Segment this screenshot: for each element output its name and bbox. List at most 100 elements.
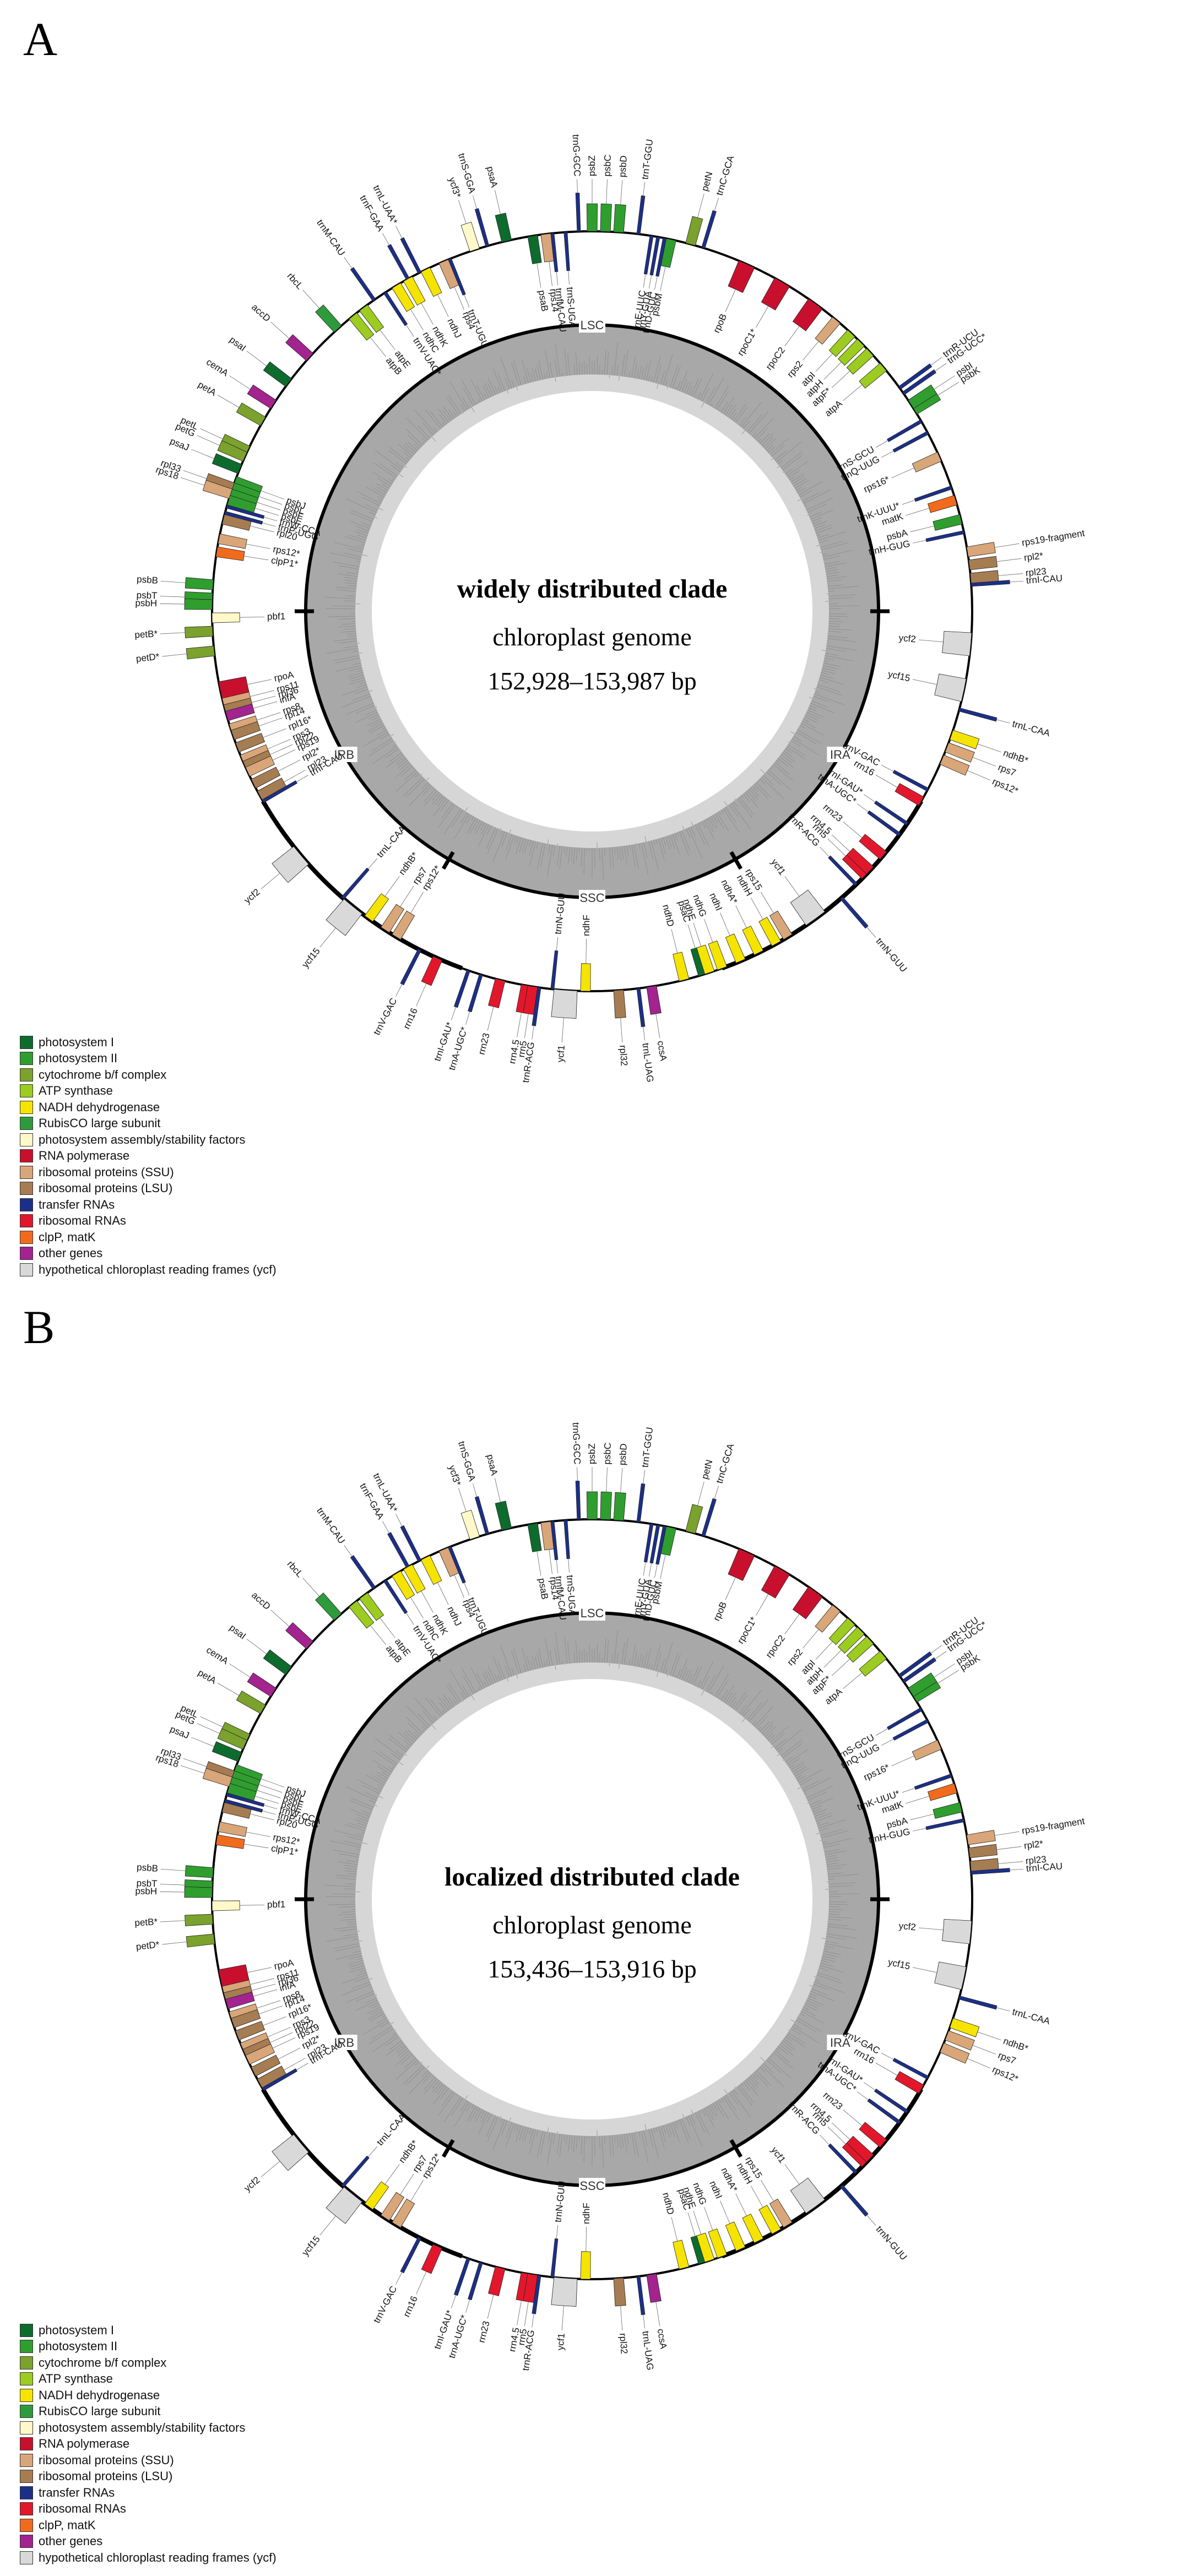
gene-block — [649, 1524, 660, 1564]
gene-block — [898, 363, 933, 390]
gene-label: accD — [250, 1590, 272, 1612]
gene-leader-line — [561, 2306, 564, 2331]
gene-leader-line — [935, 363, 947, 372]
gene-block — [859, 834, 887, 860]
gene-leader-line — [384, 876, 400, 897]
gene-block — [341, 2155, 370, 2188]
gene-block — [474, 208, 490, 247]
gene-block — [421, 2244, 443, 2274]
gene-block — [613, 2278, 626, 2307]
gene-label: ccsA — [655, 1040, 669, 1062]
gene-leader-line — [561, 1018, 564, 1043]
gene-label: psbB — [137, 1862, 159, 1874]
gene-block — [403, 276, 426, 306]
gene-label: trnI-CAU — [1026, 573, 1063, 586]
gene-block — [728, 260, 755, 293]
legend-label: cytochrome b/f complex — [39, 1067, 167, 1082]
gene-leader-line — [250, 1978, 274, 1985]
gene-block — [245, 2044, 275, 2065]
gene-leader-line — [410, 892, 424, 914]
gene-block — [364, 893, 389, 922]
legend-label: RubisCO large subunit — [39, 2404, 161, 2419]
gene-block — [874, 800, 909, 825]
gene-leader-line — [416, 2271, 427, 2295]
genome-subtitle: chloroplast genome — [492, 623, 692, 651]
gene-block — [945, 2030, 975, 2051]
gene-leader-line — [643, 1470, 646, 1484]
gene-label: psaB — [536, 290, 550, 312]
gene-label: rps19-fragment — [1021, 528, 1086, 548]
gene-block — [185, 626, 213, 638]
gene-label: accD — [250, 302, 272, 324]
gene-leader-line — [524, 2301, 529, 2327]
gene-leader-line — [263, 728, 286, 738]
gene-block — [660, 238, 676, 268]
gene-block — [874, 2088, 909, 2113]
gene-leader-line — [697, 193, 704, 218]
gene-label: pbf1 — [267, 1899, 285, 1910]
gene-label: rps7 — [996, 762, 1017, 779]
region-label-bg — [579, 890, 605, 905]
gene-block — [315, 305, 342, 333]
gene-leader-line — [671, 2217, 678, 2242]
legend-label: photosystem II — [39, 1051, 118, 1066]
gene-label: rpl2* — [1023, 550, 1044, 563]
gene-block — [867, 2098, 901, 2124]
gene-leader-line — [930, 357, 942, 366]
gene-leader-line — [905, 508, 930, 516]
region-label-lsc: LSC — [581, 1606, 604, 1620]
legend-item: ATP synthase — [20, 2371, 277, 2388]
gene-label: ycf15 — [300, 2234, 322, 2258]
legend-item: clpP, matK — [20, 1229, 277, 1246]
gene-block — [925, 530, 965, 542]
gene-block — [758, 917, 781, 947]
gene-leader-line — [270, 1610, 290, 1627]
gene-block — [474, 1496, 490, 1535]
gene-label: rps16* — [862, 474, 891, 495]
gene-leader-line — [891, 1756, 914, 1767]
gene-leader-line — [620, 1018, 623, 1043]
gene-label: rbcL — [285, 271, 305, 291]
gene-block — [420, 1555, 442, 1585]
gene-leader-line — [881, 1738, 894, 1746]
gene-label: rpoC1* — [735, 327, 759, 358]
gene-block — [350, 267, 376, 302]
gene-leader-line — [864, 794, 876, 803]
gene-block — [968, 1844, 998, 1858]
gene-block — [550, 950, 559, 990]
gene-leader-line — [643, 274, 646, 288]
gene-label: ycf1 — [555, 2333, 567, 2350]
legend: photosystem I photosystem II cytochrome b/… — [20, 2322, 277, 2566]
legend-swatch — [20, 2535, 33, 2548]
gene-leader-line — [284, 2058, 306, 2070]
gene-block — [839, 2184, 869, 2217]
legend-swatch — [20, 1165, 33, 1179]
gene-leader-line — [831, 1659, 850, 1676]
legend-label: transfer RNAs — [39, 1197, 115, 1211]
gene-leader-line — [994, 543, 1020, 548]
gene-leader-line — [934, 1664, 955, 1678]
gene-label: ndhA* — [719, 878, 740, 905]
legend-swatch — [20, 2502, 33, 2516]
gene-leader-line — [881, 450, 894, 458]
legend-swatch — [20, 1084, 33, 1098]
gene-block — [846, 847, 874, 874]
gene-label: ycf3* — [447, 1464, 463, 1487]
gene-block — [245, 756, 275, 777]
gene-block — [184, 598, 213, 610]
gene-leader-line — [284, 770, 306, 782]
gene-label: trnM-CAU — [315, 1506, 347, 1546]
gene-leader-line — [395, 1514, 403, 1527]
gene-leader-line — [437, 1582, 449, 1605]
gene-leader-line — [648, 1563, 652, 1577]
gene-label: petB* — [134, 1916, 158, 1928]
gene-leader-line — [556, 937, 559, 951]
gene-label: rbcL — [285, 1559, 305, 1579]
gene-leader-line — [697, 1481, 704, 1506]
gene-block — [649, 236, 660, 276]
gene-leader-line — [400, 885, 414, 907]
gene-leader-line — [162, 1941, 187, 1945]
legend-swatch — [20, 1198, 33, 1211]
gc-content-bars — [323, 342, 859, 880]
region-label-ssc: SSC — [579, 891, 604, 905]
